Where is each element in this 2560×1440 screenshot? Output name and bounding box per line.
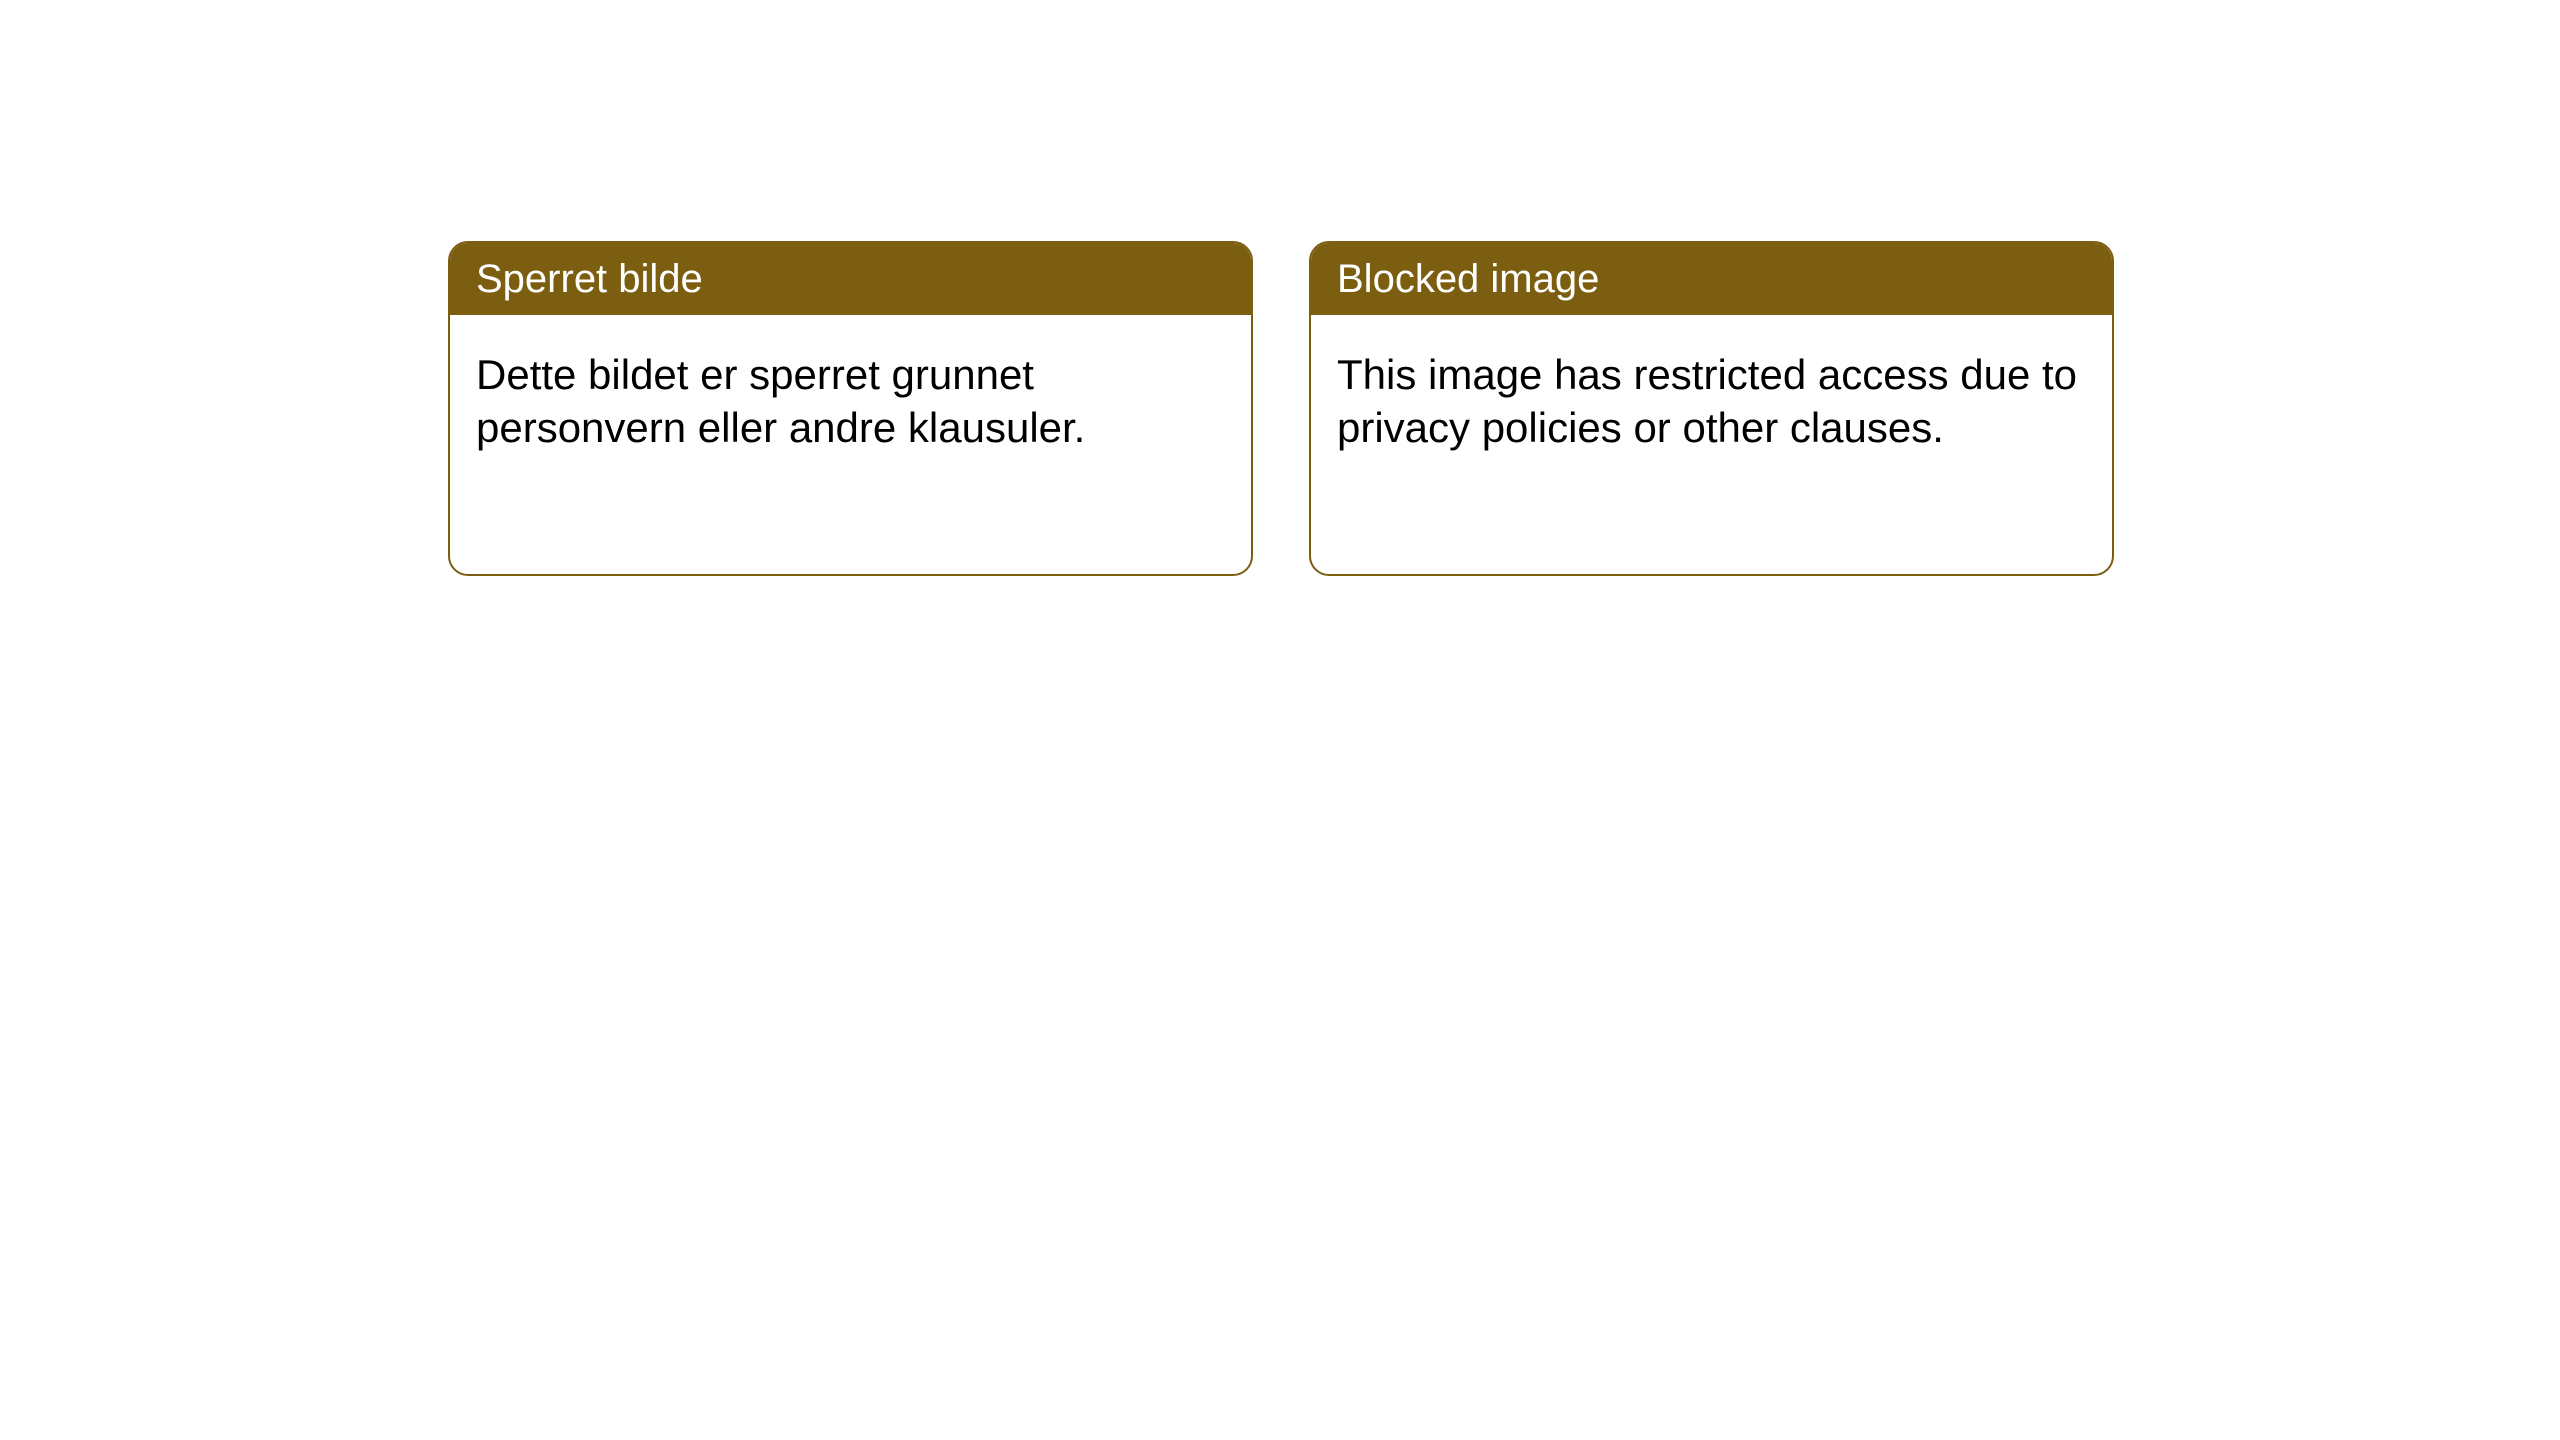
notice-body: This image has restricted access due to … [1311,315,2112,488]
notice-title: Blocked image [1337,257,1599,301]
notice-body-text: This image has restricted access due to … [1337,351,2077,451]
notice-container: Sperret bilde Dette bildet er sperret gr… [0,0,2560,576]
notice-header: Blocked image [1311,243,2112,315]
notice-header: Sperret bilde [450,243,1251,315]
notice-body-text: Dette bildet er sperret grunnet personve… [476,351,1085,451]
notice-body: Dette bildet er sperret grunnet personve… [450,315,1251,488]
notice-card-norwegian: Sperret bilde Dette bildet er sperret gr… [448,241,1253,576]
notice-card-english: Blocked image This image has restricted … [1309,241,2114,576]
notice-title: Sperret bilde [476,257,703,301]
